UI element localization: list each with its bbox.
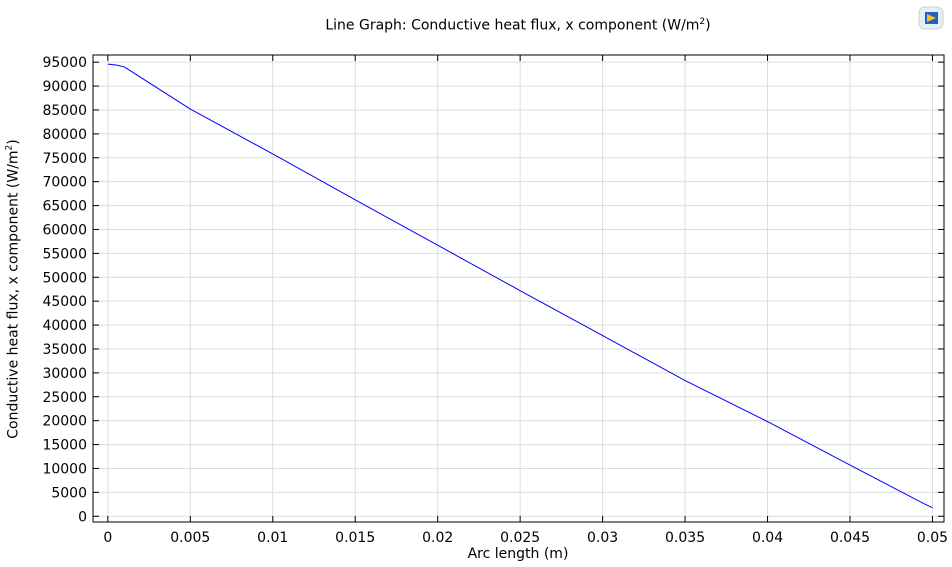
- y-tick-label: 10000: [42, 461, 87, 477]
- x-axis-label: Arc length (m): [468, 546, 569, 562]
- x-tick-label: 0.02: [422, 530, 453, 546]
- x-tick-label: 0.05: [917, 530, 948, 546]
- y-tick-label: 90000: [42, 79, 87, 95]
- x-tick-label: 0.03: [587, 530, 618, 546]
- y-tick-label: 5000: [51, 485, 87, 501]
- y-tick-label: 25000: [42, 390, 87, 406]
- axes-frame: [92, 54, 945, 523]
- y-tick-label: 40000: [42, 318, 87, 334]
- y-tick-label: 50000: [42, 270, 87, 286]
- chart-title: Line Graph: Conductive heat flux, x comp…: [325, 17, 711, 34]
- y-tick-label: 35000: [42, 342, 87, 358]
- x-tick-label: 0.025: [500, 530, 540, 546]
- x-tick-label: 0.005: [170, 530, 210, 546]
- x-tick-label: 0.04: [752, 530, 783, 546]
- y-tick-label: 55000: [42, 246, 87, 262]
- x-tick-label: 0: [103, 530, 112, 546]
- y-tick-label: 70000: [42, 175, 87, 191]
- y-tick-label: 60000: [42, 222, 87, 238]
- series-group: [107, 63, 933, 509]
- y-tick-label: 20000: [42, 414, 87, 430]
- grid-lines: [93, 55, 944, 522]
- y-tick-label: 80000: [42, 127, 87, 143]
- x-tick-label: 0.045: [830, 530, 870, 546]
- y-tick-label: 15000: [42, 438, 87, 454]
- y-tick-label: 0: [78, 509, 87, 525]
- x-tick-label: 0.035: [665, 530, 705, 546]
- x-axis-ticks: 0 0.005 0.01 0.015 0.02 0.025 0.03 0.035 0.04 0.0…: [103, 55, 948, 546]
- series-line: [107, 63, 933, 509]
- y-axis-ticks: 0 5000 10000 15000 20000 25000 30000 35000 40000…: [42, 55, 944, 525]
- y-tick-label: 85000: [42, 103, 87, 119]
- y-tick-label: 30000: [42, 366, 87, 382]
- comsol-logo-icon[interactable]: [918, 6, 944, 30]
- y-tick-label: 95000: [42, 55, 87, 71]
- y-tick-label: 75000: [42, 151, 87, 167]
- y-tick-label: 45000: [42, 294, 87, 310]
- x-tick-label: 0.01: [257, 530, 288, 546]
- plot-frame: [92, 54, 945, 523]
- y-tick-label: 65000: [42, 199, 87, 215]
- x-tick-label: 0.015: [335, 530, 375, 546]
